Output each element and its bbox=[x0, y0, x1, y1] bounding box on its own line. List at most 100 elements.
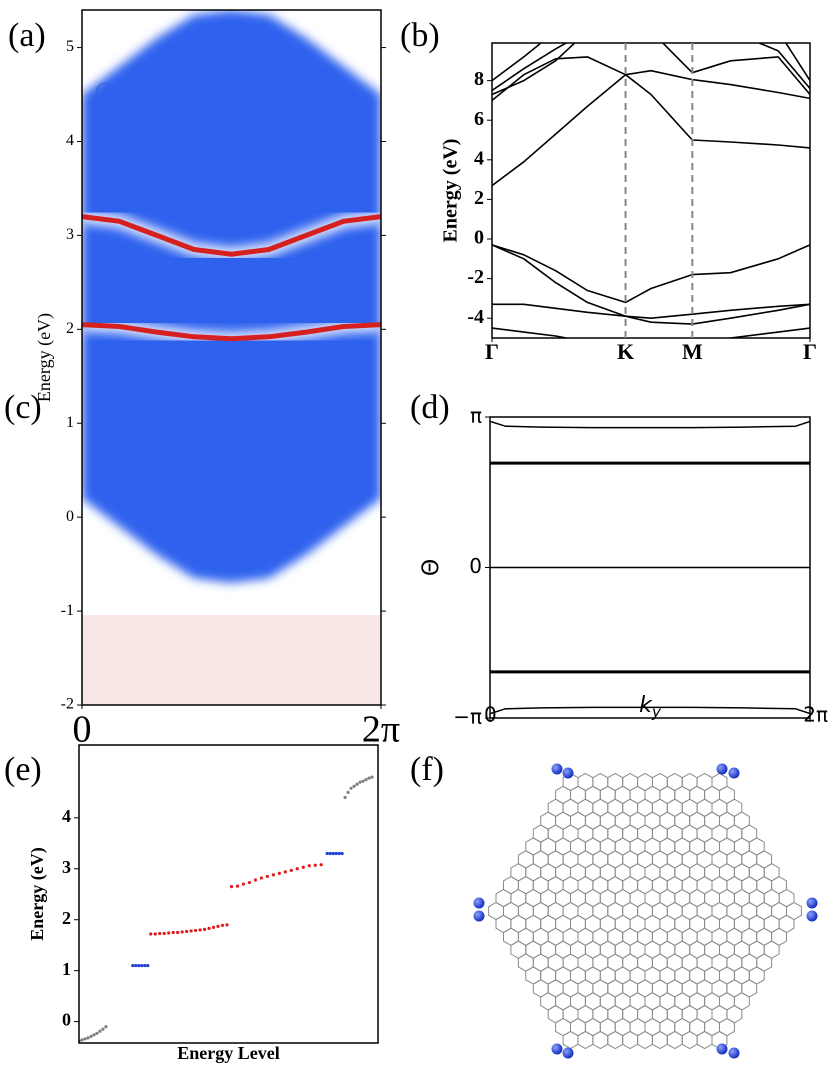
level-point bbox=[334, 851, 338, 856]
x-tick-label: K bbox=[617, 339, 634, 364]
x-tick-label: M bbox=[682, 339, 703, 364]
level-point bbox=[328, 851, 332, 856]
level-point bbox=[349, 786, 353, 790]
level-point bbox=[225, 923, 229, 927]
hexagon-cell bbox=[696, 1030, 713, 1050]
level-point bbox=[189, 929, 193, 933]
level-point bbox=[295, 867, 299, 871]
level-point bbox=[92, 1033, 96, 1037]
panel-label: (d) bbox=[410, 389, 450, 426]
level-point bbox=[153, 932, 157, 936]
level-point bbox=[86, 1036, 90, 1040]
level-point bbox=[361, 779, 365, 783]
level-point bbox=[101, 1027, 105, 1031]
level-point bbox=[211, 925, 216, 929]
level-point bbox=[283, 870, 287, 874]
hexagon-cell bbox=[651, 1030, 668, 1050]
x-tick-label: 0 bbox=[73, 709, 92, 751]
y-axis-label: Energy (eV) bbox=[27, 847, 48, 940]
y-tick-label: 5 bbox=[66, 38, 74, 55]
level-point bbox=[370, 775, 374, 779]
level-point bbox=[352, 784, 356, 788]
plot-frame bbox=[81, 9, 382, 706]
y-axis-label: Energy (eV) bbox=[34, 313, 55, 402]
level-point bbox=[220, 923, 225, 927]
band-line bbox=[492, 244, 810, 319]
level-point bbox=[180, 930, 184, 934]
hexagon-cell bbox=[681, 1030, 698, 1050]
hexagon-cell bbox=[607, 1030, 624, 1050]
level-point bbox=[235, 884, 240, 888]
band-line bbox=[492, 303, 810, 325]
y-tick-label: 2 bbox=[474, 187, 484, 209]
level-point bbox=[265, 874, 269, 879]
panel-label: (a) bbox=[8, 17, 46, 54]
level-point bbox=[277, 871, 281, 875]
chart: -4 -2 0 2 4 6 8 Γ K M Γ Energy (eV) bbox=[440, 42, 817, 364]
edge-state bbox=[716, 1043, 728, 1055]
level-point bbox=[98, 1029, 102, 1033]
level-point bbox=[198, 928, 202, 932]
level-point bbox=[355, 782, 359, 786]
level-point bbox=[143, 963, 147, 968]
band-line bbox=[492, 73, 810, 187]
level-point bbox=[271, 873, 275, 877]
x-axis-label: ky bbox=[639, 693, 662, 721]
level-point bbox=[167, 931, 171, 935]
edge-state bbox=[716, 763, 728, 775]
level-point bbox=[83, 1037, 87, 1041]
y-tick-label: 1 bbox=[62, 959, 71, 979]
level-point bbox=[340, 851, 344, 856]
band-line bbox=[492, 43, 810, 96]
panel-label: (f) bbox=[410, 751, 444, 788]
x-tick-label: 0 bbox=[484, 703, 497, 727]
bulk-continuum bbox=[82, 10, 381, 583]
level-point bbox=[313, 863, 317, 867]
flake bbox=[473, 763, 818, 1059]
plot-frame bbox=[78, 744, 379, 1044]
plot-area bbox=[79, 775, 374, 1043]
y-tick-label: 4 bbox=[62, 806, 71, 826]
level-point bbox=[259, 876, 263, 880]
band-line bbox=[492, 56, 810, 102]
level-point bbox=[95, 1031, 99, 1035]
level-point bbox=[343, 795, 347, 800]
level-point bbox=[185, 929, 189, 934]
level-point bbox=[216, 924, 220, 928]
edge-state bbox=[562, 1047, 574, 1059]
hexagon-cell bbox=[577, 1030, 594, 1050]
level-point bbox=[89, 1034, 93, 1038]
level-point bbox=[171, 930, 175, 935]
y-tick-label: 2 bbox=[66, 320, 74, 337]
level-point bbox=[131, 963, 135, 968]
level-point bbox=[331, 851, 335, 856]
level-point bbox=[247, 880, 252, 885]
level-point bbox=[207, 926, 211, 930]
band-line bbox=[492, 43, 810, 92]
edge-state bbox=[473, 897, 485, 909]
level-point bbox=[367, 776, 371, 780]
heatmap-background bbox=[82, 615, 381, 705]
y-tick-label: π bbox=[470, 404, 482, 428]
y-tick-label: 3 bbox=[62, 857, 71, 877]
edge-state bbox=[806, 910, 818, 922]
hexagon-cell bbox=[622, 1030, 639, 1050]
hexagon-cell bbox=[637, 1030, 653, 1050]
x-axis-label: Energy Level bbox=[177, 1043, 279, 1063]
x-tick-label: Γ bbox=[485, 339, 499, 364]
level-point bbox=[162, 931, 166, 936]
y-tick-label: 4 bbox=[66, 132, 74, 149]
level-point bbox=[319, 863, 323, 867]
edge-state bbox=[562, 767, 574, 779]
level-point bbox=[137, 963, 141, 968]
edge-state bbox=[728, 1047, 740, 1059]
band-line bbox=[490, 420, 810, 429]
level-point bbox=[176, 930, 180, 935]
level-point bbox=[289, 868, 293, 872]
level-point bbox=[140, 963, 144, 968]
panel-label: (e) bbox=[4, 751, 42, 788]
level-point bbox=[146, 963, 150, 968]
plot-area bbox=[490, 420, 810, 715]
